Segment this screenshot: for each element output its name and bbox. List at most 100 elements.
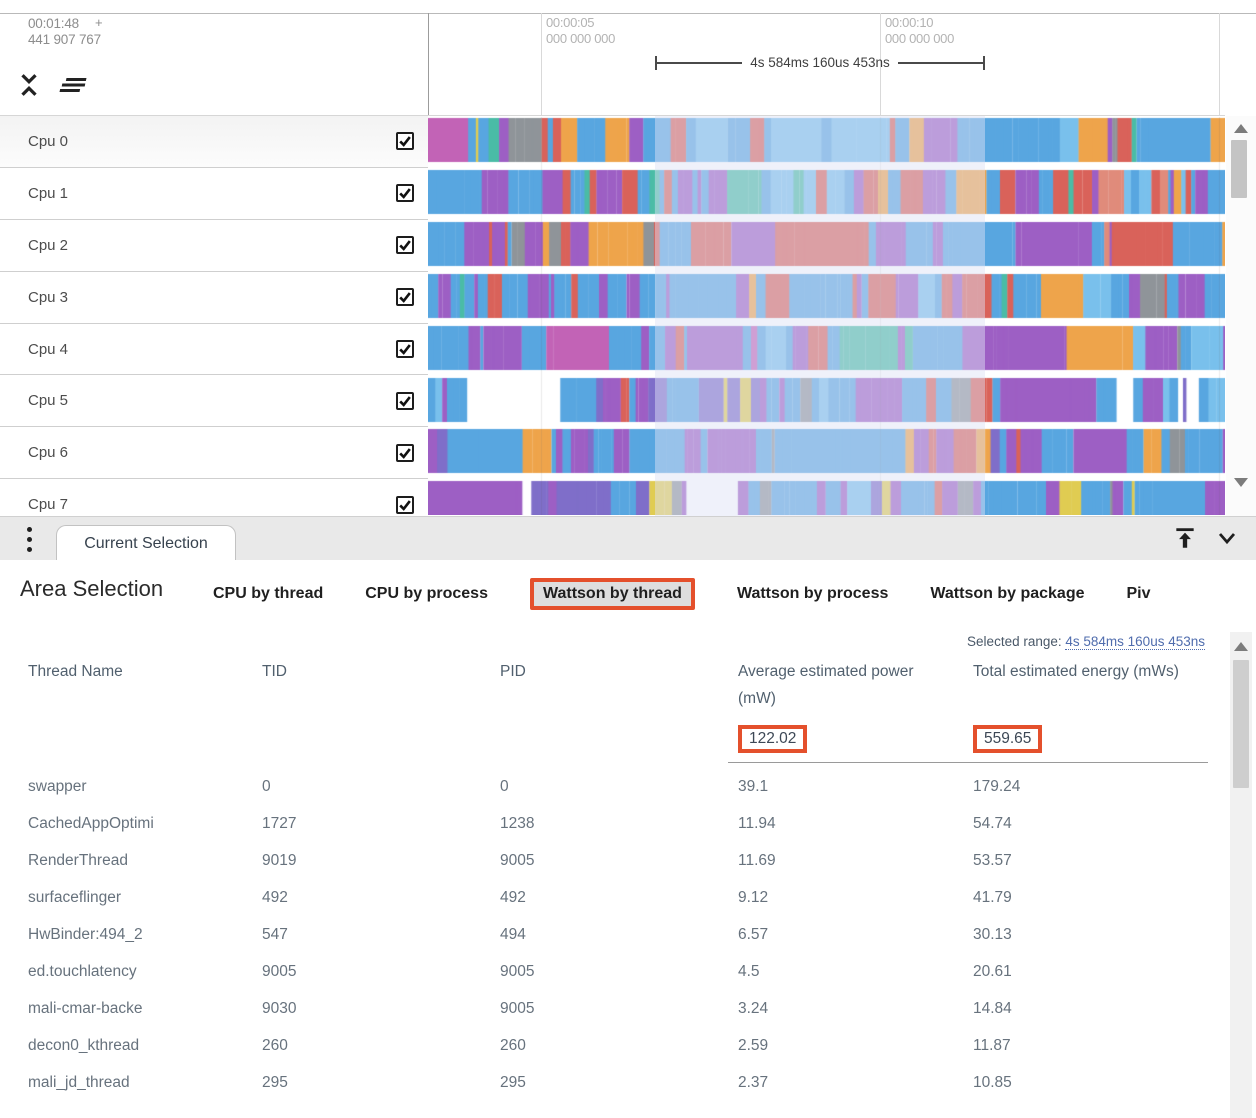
track-row-cpu-7[interactable]: Cpu 7 (0, 479, 428, 516)
ruler-tick (880, 13, 881, 115)
cursor-plus-label: + (95, 15, 103, 30)
checkmark-icon (399, 448, 411, 459)
track-row-cpu-1[interactable]: Cpu 1 (0, 167, 428, 220)
track-checkbox[interactable] (396, 340, 414, 358)
panel-menu-kebab-icon[interactable] (14, 524, 44, 554)
sort-tracks-icon[interactable] (58, 70, 88, 100)
ruler-tick (541, 13, 542, 115)
scroll-up-icon[interactable] (1234, 124, 1248, 133)
tab-wattson-by-thread[interactable]: Wattson by thread (529, 578, 695, 610)
column-header-tid[interactable]: TID (262, 663, 287, 680)
column-header-thread-name[interactable]: Thread Name (28, 663, 123, 680)
column-header-total-estimated-energy-mws-[interactable]: Total estimated energy (mWs) (973, 663, 1179, 680)
table-cell: 9005 (262, 962, 297, 980)
checkmark-icon (399, 499, 411, 511)
table-body: swapper 0 0 39.1 179.24 CachedAppOptimi 1727 12… (0, 768, 1225, 1101)
table-cell: surfaceflinger (28, 888, 122, 906)
track-label: Cpu 4 (28, 340, 69, 358)
tracks-scrollbar[interactable] (1226, 116, 1256, 516)
track-row-cpu-5[interactable]: Cpu 5 (0, 375, 428, 428)
tab-wattson-by-process[interactable]: Wattson by process (736, 585, 889, 602)
cpu-tracks-canvas[interactable] (428, 117, 1225, 515)
selected-range-label: Selected range: (967, 634, 1062, 649)
track-shell-separator (428, 13, 429, 116)
timeline-ruler[interactable]: 00:01:48 441 907 767 + 00:00:05 000 000 … (0, 0, 1256, 116)
ruler-tick (1219, 13, 1220, 115)
table-cell: 492 (500, 888, 526, 906)
table-cell: 41.79 (973, 888, 1012, 906)
table-cell: 295 (500, 1073, 526, 1091)
table-row: mali-cmar-backe 9030 9005 3.24 14.84 (0, 990, 1225, 1027)
tab-current-selection[interactable]: Current Selection (56, 525, 236, 561)
table-row: swapper 0 0 39.1 179.24 (0, 768, 1225, 805)
tracks-scrollbar-thumb[interactable] (1231, 140, 1247, 198)
table-cell: 14.84 (973, 999, 1012, 1017)
collapse-panel-button[interactable] (1212, 523, 1242, 553)
track-checkbox[interactable] (396, 132, 414, 151)
tab-cpu-by-thread[interactable]: CPU by thread (213, 585, 324, 602)
table-aggregate-row: 122.02 559.65 (0, 725, 1225, 753)
track-checkbox[interactable] (396, 288, 414, 307)
avg-power-aggregate: 122.02 (738, 725, 808, 753)
vertical-align-top-icon (1176, 528, 1194, 548)
track-row-cpu-6[interactable]: Cpu 6 (0, 427, 428, 480)
track-checkbox[interactable] (396, 443, 414, 462)
track-row-cpu-4[interactable]: Cpu 4 (0, 323, 428, 376)
table-row: mali_jd_thread 295 295 2.37 10.85 (0, 1064, 1225, 1101)
table-cell: 9.12 (738, 888, 769, 906)
track-checkbox[interactable] (396, 184, 414, 203)
checkmark-icon (399, 396, 411, 407)
track-label: Cpu 3 (28, 288, 69, 306)
table-cell: 547 (262, 925, 288, 943)
track-checkbox[interactable] (396, 495, 414, 514)
table-cell: 4.5 (738, 962, 760, 980)
table-row: CachedAppOptimi 1727 1238 11.94 54.74 (0, 805, 1225, 842)
table-row: decon0_kthread 260 260 2.59 11.87 (0, 1027, 1225, 1064)
table-cell: swapper (28, 777, 87, 795)
expand-panel-to-top-button[interactable] (1170, 523, 1200, 553)
checkmark-icon (399, 188, 411, 200)
table-cell: 9005 (500, 999, 535, 1017)
track-labels-column: Cpu 0 Cpu 1 Cpu 2 Cpu 3 Cpu 4 Cpu 5 Cpu 6 Cpu 7 (0, 116, 428, 516)
table-scrollbar-thumb[interactable] (1233, 660, 1249, 788)
table-header-row: Thread Name TID PID Average estimated power… (0, 658, 1225, 712)
table-cell: 260 (262, 1036, 288, 1054)
table-cell: 2.59 (738, 1036, 769, 1054)
table-scrollbar[interactable] (1230, 632, 1252, 1118)
track-row-cpu-0[interactable]: Cpu 0 (0, 116, 428, 168)
track-checkbox[interactable] (396, 391, 414, 410)
table-cell: RenderThread (28, 851, 128, 869)
tab-wattson-by-package[interactable]: Wattson by package (930, 585, 1085, 602)
table-cell: 11.94 (738, 814, 776, 832)
table-cell: decon0_kthread (28, 1036, 140, 1054)
column-header-average-estimated-power-mw-[interactable]: Average estimated power (mW) (738, 663, 914, 708)
unfold-less-icon (21, 74, 37, 96)
tab-cpu-by-process[interactable]: CPU by process (365, 585, 488, 602)
table-cell: 1238 (500, 814, 535, 832)
sort-icon (59, 78, 87, 92)
track-label: Cpu 0 (28, 132, 69, 150)
table-scroll-up-icon[interactable] (1234, 642, 1248, 651)
track-row-cpu-2[interactable]: Cpu 2 (0, 219, 428, 272)
track-checkbox[interactable] (396, 236, 414, 255)
table-cell: 9019 (262, 851, 297, 869)
panel-title: Area Selection (20, 576, 164, 601)
checkmark-icon (399, 292, 411, 304)
ruler-tick-label: 00:00:10 000 000 000 (885, 15, 954, 46)
tab-piv[interactable]: Piv (1126, 585, 1151, 602)
table-cell: 9005 (500, 962, 535, 980)
total-energy-aggregate: 559.65 (973, 725, 1043, 753)
ruler-tick-label: 00:00:05 000 000 000 (546, 15, 615, 46)
selected-range-link[interactable]: 4s 584ms 160us 453ns (1065, 634, 1205, 650)
checkmark-icon (399, 240, 411, 252)
table-cell: 39.1 (738, 777, 769, 795)
table-cell: 295 (262, 1073, 288, 1091)
track-row-cpu-3[interactable]: Cpu 3 (0, 271, 428, 324)
selection-view-tabs: CPU by thread CPU by process Wattson by th… (213, 568, 1151, 620)
scroll-down-icon[interactable] (1234, 478, 1248, 487)
range-line-left (657, 61, 743, 64)
collapse-tracks-icon[interactable] (14, 70, 44, 100)
cursor-timestamp: 00:01:48 441 907 767 (28, 16, 101, 47)
column-header-pid[interactable]: PID (500, 663, 526, 680)
range-left-cap (655, 55, 657, 70)
